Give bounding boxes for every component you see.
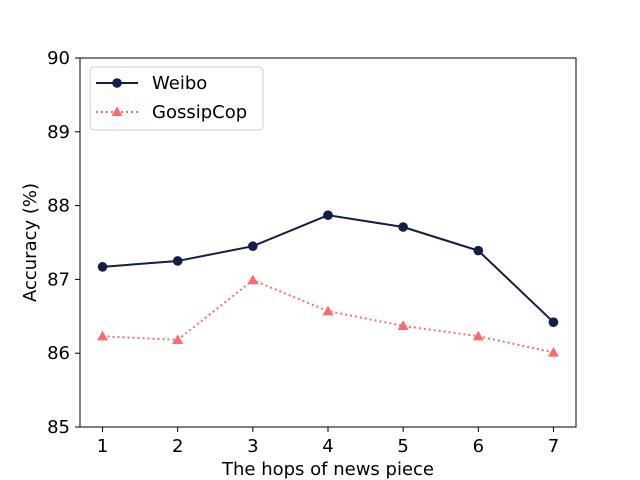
- legend-gossipcop-label: GossipCop: [152, 102, 247, 123]
- series-layer: [97, 210, 559, 357]
- y-tick-label: 87: [47, 269, 70, 290]
- legend: Weibo GossipCop: [89, 66, 264, 131]
- x-axis-ticks: 1 2 3 4 5 6 7: [97, 427, 559, 457]
- plot-frame: [79, 57, 577, 428]
- x-axis-label: The hops of news piece: [221, 459, 434, 480]
- y-axis-label: Accuracy (%): [20, 183, 41, 302]
- data-point-weibo: [473, 245, 484, 256]
- data-point-weibo: [548, 317, 559, 328]
- y-tick-label: 90: [47, 48, 70, 69]
- data-point-weibo: [172, 256, 183, 266]
- x-tick-label: 2: [172, 436, 183, 457]
- x-tick-label: 4: [322, 436, 333, 457]
- data-point-weibo: [398, 222, 408, 232]
- data-point-gossipcop: [397, 320, 409, 331]
- legend-weibo-label: Weibo: [152, 73, 207, 94]
- data-point-weibo: [248, 241, 258, 251]
- series-gossipcop: [97, 274, 559, 357]
- legend-item-weibo: Weibo: [96, 73, 207, 94]
- data-point-gossipcop: [97, 330, 109, 341]
- x-tick-label: 1: [97, 436, 108, 457]
- y-tick-label: 88: [47, 196, 70, 217]
- legend-weibo-marker: [112, 78, 122, 88]
- data-point-weibo: [97, 262, 108, 272]
- data-point-gossipcop: [247, 274, 259, 285]
- y-tick-label: 89: [47, 122, 70, 143]
- x-tick-label: 5: [397, 436, 408, 457]
- y-tick-label: 85: [47, 417, 70, 438]
- legend-gossipcop-marker: [111, 106, 123, 116]
- x-tick-label: 7: [548, 436, 559, 457]
- x-tick-label: 6: [473, 436, 484, 457]
- legend-item-gossipcop: GossipCop: [96, 102, 247, 123]
- data-point-weibo: [323, 210, 333, 220]
- data-point-gossipcop: [322, 305, 334, 316]
- y-tick-label: 86: [47, 343, 70, 364]
- y-axis-ticks: 85 86 87 88 89 90: [47, 48, 80, 438]
- x-tick-label: 3: [247, 436, 258, 457]
- series-weibo: [97, 210, 559, 328]
- data-point-gossipcop: [472, 330, 484, 341]
- data-point-gossipcop: [172, 334, 184, 345]
- data-point-gossipcop: [547, 346, 559, 357]
